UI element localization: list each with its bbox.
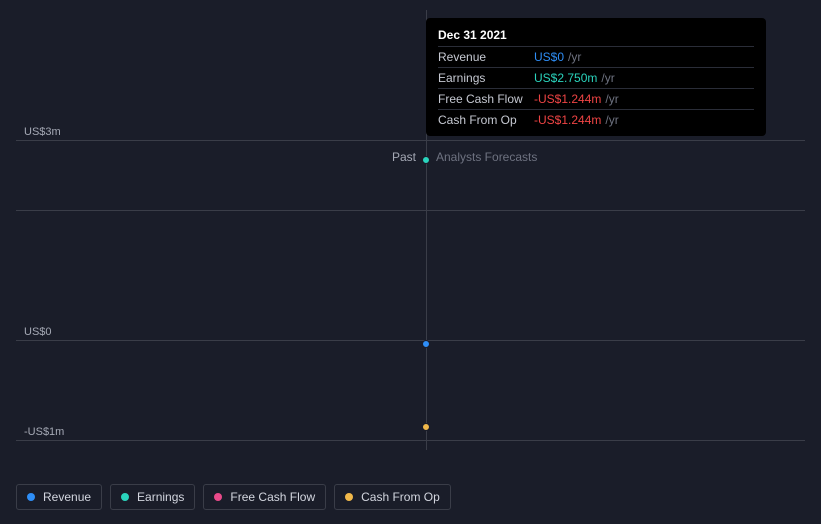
tooltip-unit: /yr — [568, 50, 581, 64]
tooltip-value: -US$1.244m — [534, 92, 601, 106]
legend-dot-icon — [27, 493, 35, 501]
gridline — [16, 140, 805, 141]
y-axis-label: -US$1m — [24, 426, 64, 438]
forecast-label: Analysts Forecasts — [436, 150, 537, 164]
revenue-marker — [422, 340, 430, 348]
y-axis-label: US$3m — [24, 126, 61, 138]
legend-label: Revenue — [43, 490, 91, 504]
legend-label: Earnings — [137, 490, 184, 504]
chart-tooltip: Dec 31 2021 Revenue US$0 /yr Earnings US… — [426, 18, 766, 136]
legend-dot-icon — [345, 493, 353, 501]
tooltip-unit: /yr — [605, 92, 618, 106]
tooltip-value: US$2.750m — [534, 71, 597, 85]
gridline — [16, 210, 805, 211]
tooltip-key: Cash From Op — [438, 113, 534, 127]
earnings-marker — [422, 156, 430, 164]
gridline — [16, 340, 805, 341]
legend-label: Free Cash Flow — [230, 490, 315, 504]
tooltip-key: Revenue — [438, 50, 534, 64]
chart-area: US$3m US$0 -US$1m Past Analysts Forecast… — [16, 0, 805, 460]
legend-item-earnings[interactable]: Earnings — [110, 484, 195, 510]
chart-legend: Revenue Earnings Free Cash Flow Cash Fro… — [16, 484, 451, 510]
tooltip-row-fcf: Free Cash Flow -US$1.244m /yr — [438, 88, 754, 109]
cash-from-op-marker — [422, 423, 430, 431]
legend-item-cfo[interactable]: Cash From Op — [334, 484, 451, 510]
tooltip-row-revenue: Revenue US$0 /yr — [438, 46, 754, 67]
tooltip-row-cfo: Cash From Op -US$1.244m /yr — [438, 109, 754, 130]
legend-dot-icon — [214, 493, 222, 501]
legend-item-revenue[interactable]: Revenue — [16, 484, 102, 510]
tooltip-key: Free Cash Flow — [438, 92, 534, 106]
tooltip-value: US$0 — [534, 50, 564, 64]
tooltip-unit: /yr — [601, 71, 614, 85]
past-label: Past — [392, 150, 416, 164]
legend-dot-icon — [121, 493, 129, 501]
y-axis-label: US$0 — [24, 326, 52, 338]
tooltip-key: Earnings — [438, 71, 534, 85]
tooltip-row-earnings: Earnings US$2.750m /yr — [438, 67, 754, 88]
legend-label: Cash From Op — [361, 490, 440, 504]
tooltip-unit: /yr — [605, 113, 618, 127]
gridline — [16, 440, 805, 441]
legend-item-fcf[interactable]: Free Cash Flow — [203, 484, 326, 510]
tooltip-value: -US$1.244m — [534, 113, 601, 127]
tooltip-date: Dec 31 2021 — [438, 28, 754, 42]
